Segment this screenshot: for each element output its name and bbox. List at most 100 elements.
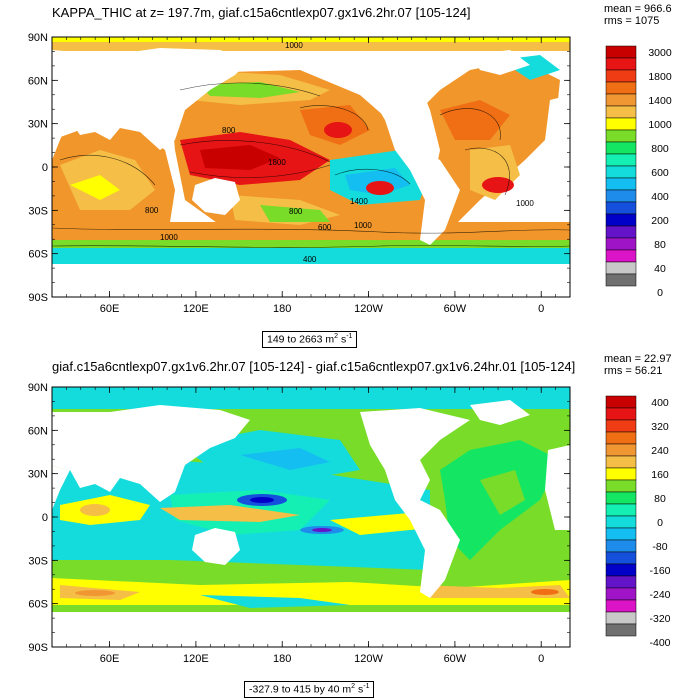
y-tick-label: 30S [28, 555, 48, 567]
contour-label: 1000 [285, 41, 303, 50]
colorbar-label: -240 [649, 589, 670, 601]
top-australia-land [192, 178, 240, 215]
colorbar-swatch [605, 273, 637, 287]
x-tick-label: 120E [183, 653, 209, 665]
colorbar-label: -160 [649, 565, 670, 577]
bottom-panel-title: giaf.c15a6cntlexp07.gx1v6.2hr.07 [105-12… [52, 359, 576, 374]
contour-label: 400 [303, 255, 317, 264]
top-mean-label: mean = 966.6 [604, 3, 672, 15]
colorbar-label: 320 [651, 421, 669, 433]
x-tick-label: 180 [273, 653, 291, 665]
top-antarctica-land [52, 264, 570, 297]
y-tick-label: 60S [28, 249, 48, 261]
colorbar-label: 200 [651, 215, 669, 227]
colorbar-swatch [605, 575, 637, 589]
y-tick-label: 90S [28, 642, 48, 654]
y-tick-label: 30N [28, 469, 48, 481]
colorbar-swatch [605, 431, 637, 445]
colorbar-label: 3000 [648, 47, 672, 59]
colorbar-swatch [605, 419, 637, 433]
top-map-plot: 1000 800 1800 1400 1000 600 400 800 1000… [28, 32, 571, 315]
colorbar-label: 1000 [648, 119, 672, 131]
contour-label: 1000 [354, 221, 372, 230]
colorbar-label: 400 [651, 191, 669, 203]
colorbar-label: 160 [651, 469, 669, 481]
colorbar-label: 1400 [648, 95, 672, 107]
y-tick-label: 0 [42, 162, 48, 174]
contour-label: 1000 [160, 233, 178, 242]
bottom-australia-land [192, 528, 240, 565]
colorbar-label: -320 [649, 613, 670, 625]
contour-label: 800 [222, 126, 236, 135]
colorbar-swatch [605, 467, 637, 481]
x-tick-label: 60E [100, 303, 120, 315]
colorbar-label: 0 [657, 517, 663, 529]
bottom-colorbar: 400 320 240 160 80 0 -80 -160 -240 -320 -400 [605, 395, 671, 649]
colorbar-swatch [605, 527, 637, 541]
colorbar-swatch [605, 503, 637, 517]
colorbar-swatch [605, 515, 637, 529]
x-tick-label: 0 [538, 653, 544, 665]
colorbar-label: 0 [657, 287, 663, 299]
bottom-eurasia-land [52, 405, 250, 502]
colorbar-swatch [605, 491, 637, 505]
y-tick-label: 60N [28, 75, 48, 87]
colorbar-swatch [605, 407, 637, 421]
colorbar-swatch [605, 395, 637, 409]
colorbar-label: 80 [654, 239, 666, 251]
top-range-label: 149 to 2663 m2 s-1 [262, 331, 358, 348]
contour-label: 800 [289, 207, 303, 216]
y-tick-label: 0 [42, 512, 48, 524]
x-tick-label: 120W [354, 303, 383, 315]
colorbar-label: -80 [652, 541, 667, 553]
y-tick-label: 60N [28, 425, 48, 437]
colorbar-label: 600 [651, 167, 669, 179]
colorbar-label: 240 [651, 445, 669, 457]
colorbar-label: -400 [649, 637, 670, 649]
colorbar-swatch [605, 443, 637, 457]
x-tick-label: 60W [444, 303, 467, 315]
top-panel-title: KAPPA_THIC at z= 197.7m, giaf.c15a6cntle… [52, 5, 471, 20]
colorbar-swatch [605, 599, 637, 613]
x-tick-label: 180 [273, 303, 291, 315]
bottom-range-label: -327.9 to 415 by 40 m2 s-1 [244, 681, 375, 698]
top-rms-label: rms = 1075 [604, 15, 660, 27]
colorbar-swatch [605, 539, 637, 553]
top-eurasia-land [52, 48, 250, 150]
colorbar-swatch [605, 479, 637, 493]
top-americas-land [360, 55, 470, 245]
y-tick-label: 30N [28, 119, 48, 131]
colorbar-swatch [605, 563, 637, 577]
contour-label: 800 [145, 206, 159, 215]
colorbar-swatch [605, 587, 637, 601]
colorbar-label: 40 [654, 263, 666, 275]
colorbar-label: 80 [654, 493, 666, 505]
colorbar-label: 800 [651, 143, 669, 155]
x-tick-label: 120W [354, 653, 383, 665]
y-tick-label: 60S [28, 599, 48, 611]
colorbar-swatch [605, 551, 637, 565]
y-tick-label: 90N [28, 32, 48, 44]
bottom-americas-land [360, 408, 470, 598]
colorbar-swatch [605, 455, 637, 469]
bottom-antarctica-land [52, 612, 570, 647]
colorbar-label: 400 [651, 397, 669, 409]
bottom-rms-label: rms = 56.21 [604, 365, 663, 377]
contour-label: 1000 [516, 199, 534, 208]
x-tick-label: 60W [444, 653, 467, 665]
x-tick-label: 0 [538, 303, 544, 315]
x-tick-label: 120E [183, 303, 209, 315]
colorbar-swatch [605, 611, 637, 625]
colorbar-swatch [605, 623, 637, 637]
x-tick-label: 60E [100, 653, 120, 665]
y-tick-label: 90S [28, 292, 48, 304]
colorbar-label: 1800 [648, 71, 672, 83]
contour-label: 600 [318, 223, 332, 232]
y-tick-label: 90N [28, 382, 48, 394]
bottom-mean-label: mean = 22.97 [604, 353, 672, 365]
top-africa-land [52, 115, 70, 160]
contour-label: 1400 [350, 197, 368, 206]
contour-label: 1800 [268, 158, 286, 167]
